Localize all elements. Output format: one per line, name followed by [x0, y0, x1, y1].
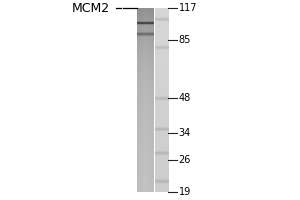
- Text: 85: 85: [178, 35, 191, 45]
- Text: MCM2: MCM2: [72, 1, 110, 15]
- Text: 48: 48: [178, 93, 191, 103]
- Text: 19: 19: [178, 187, 191, 197]
- Text: 34: 34: [178, 128, 191, 138]
- Text: 26: 26: [178, 155, 191, 165]
- Text: 117: 117: [178, 3, 197, 13]
